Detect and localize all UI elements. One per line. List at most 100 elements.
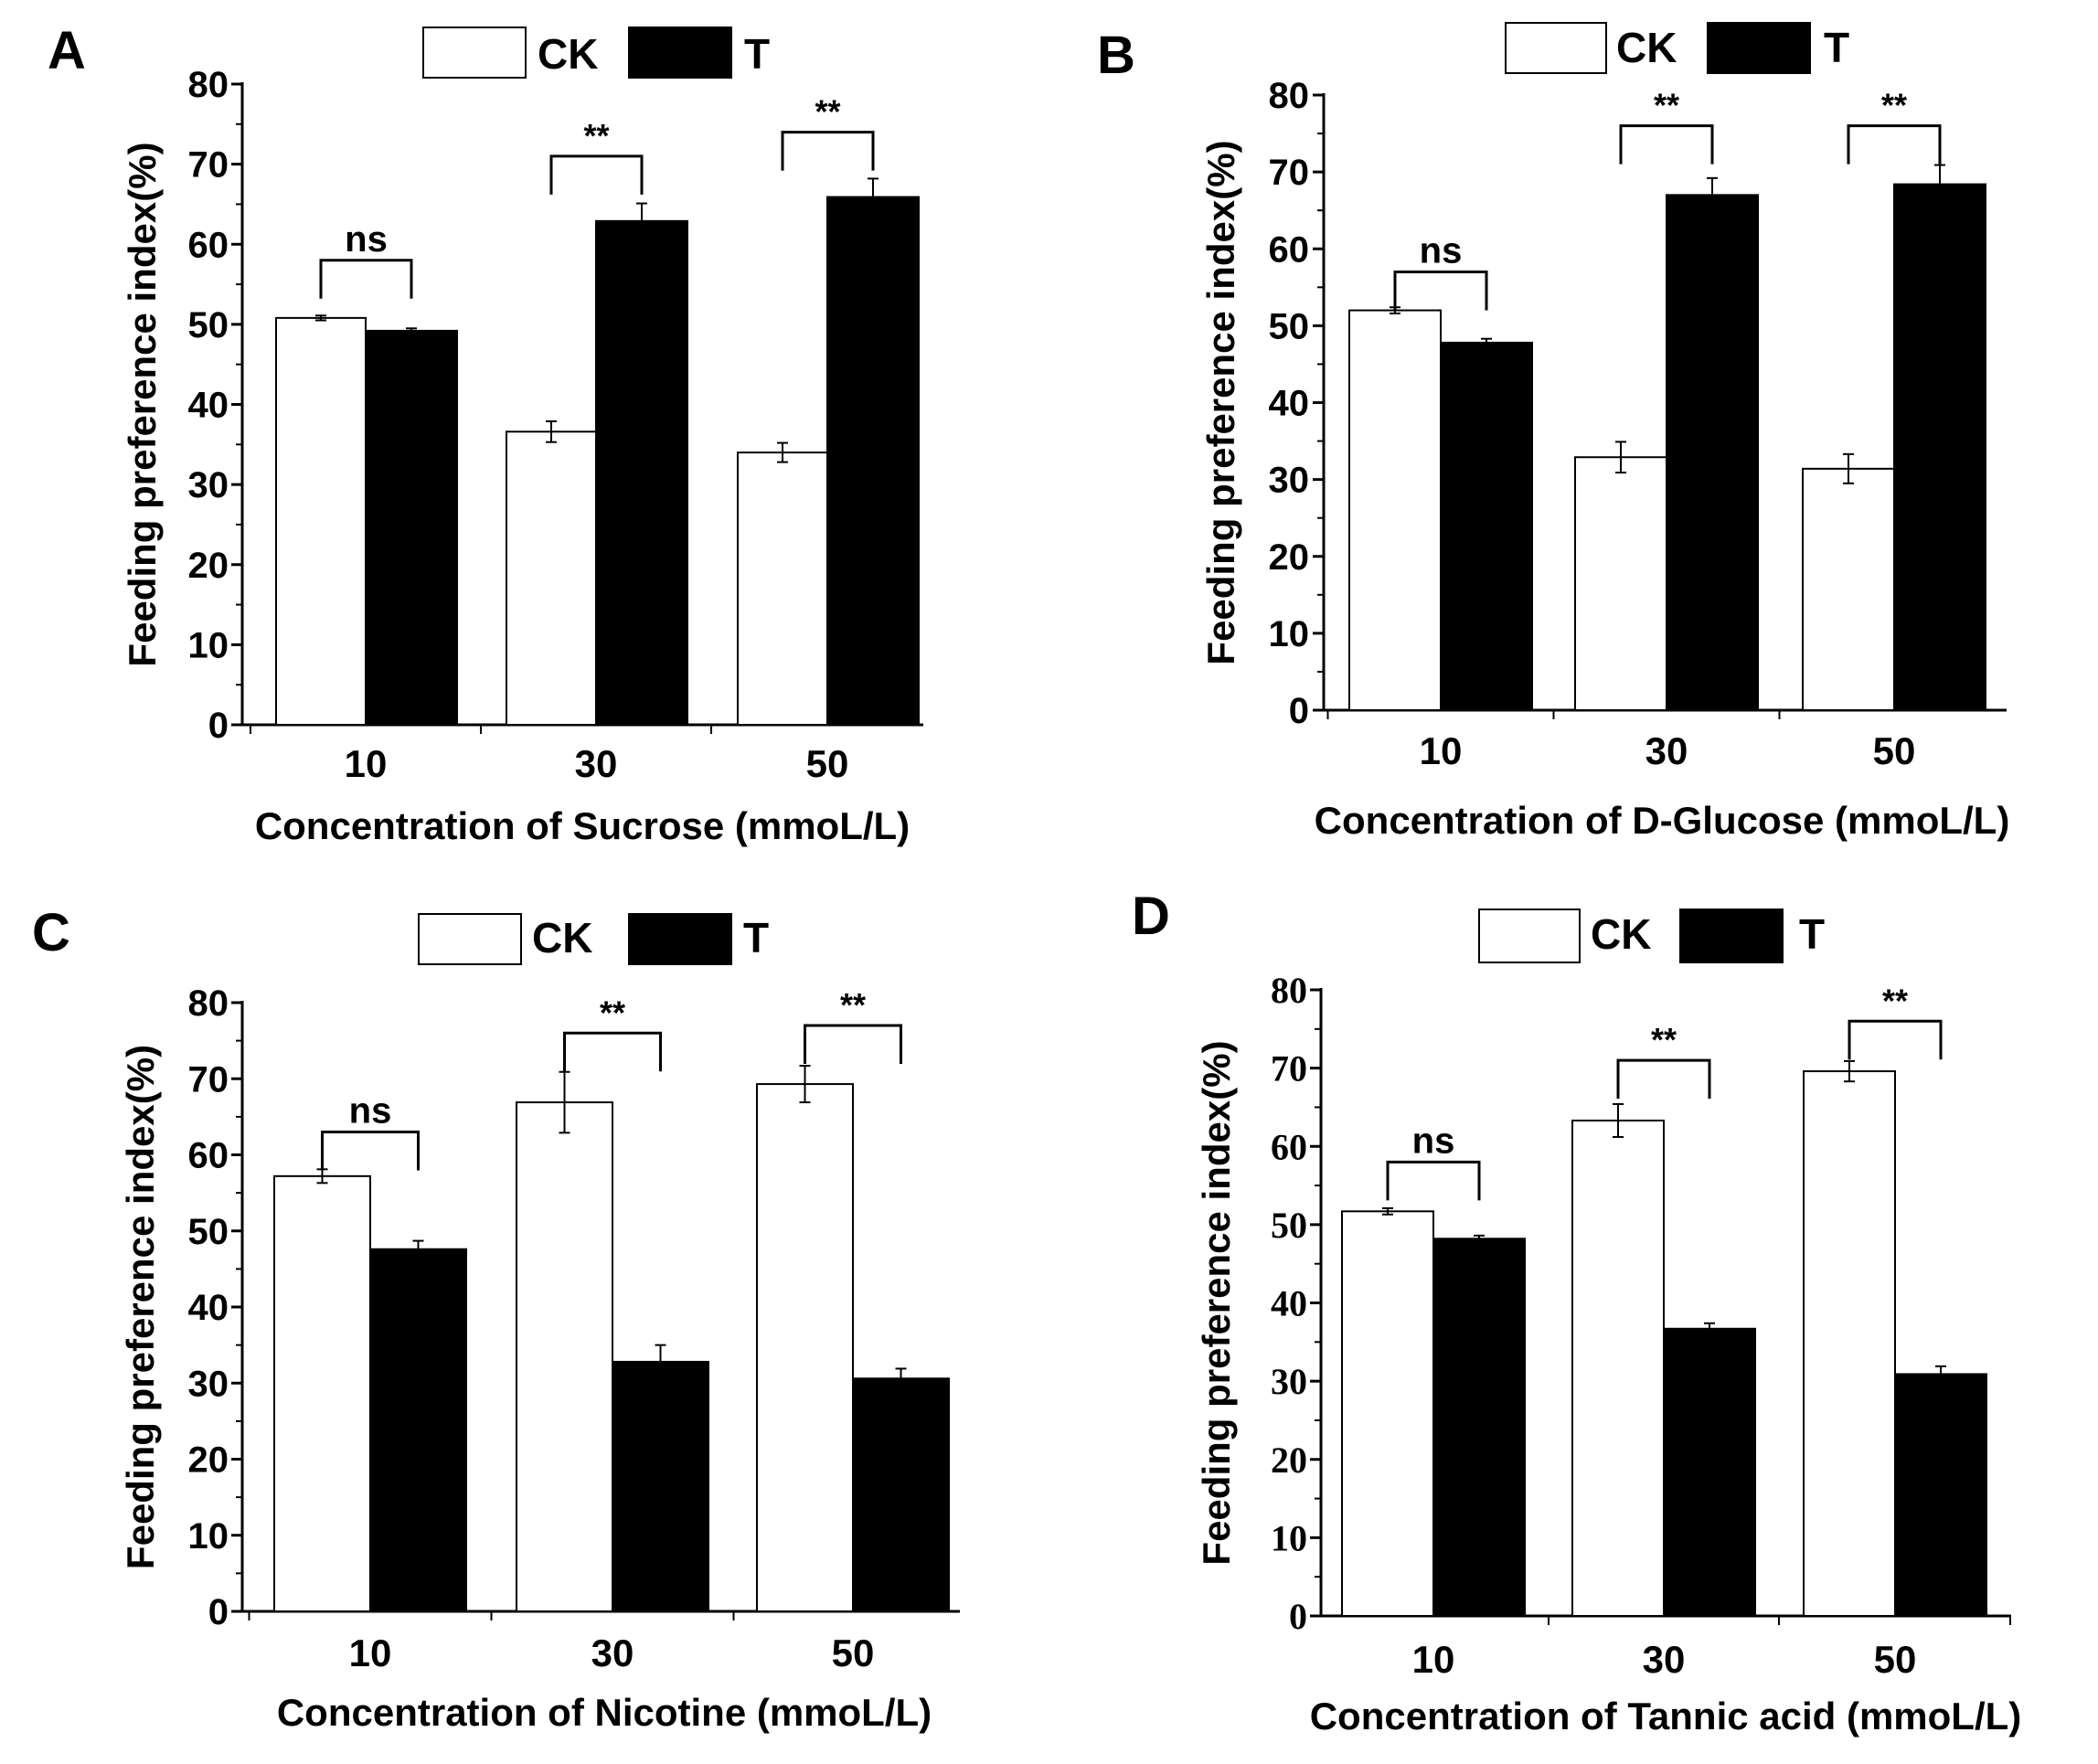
y-tick-label: 80 [188,983,229,1024]
legend-label-ck: CK [1591,910,1651,958]
y-tick-label: 20 [188,1440,229,1481]
x-tick-label: 10 [345,742,388,785]
y-tick-label: 60 [1269,229,1310,270]
significance-label: ** [1651,1021,1677,1058]
bar-ck [1802,467,1895,711]
significance-label: ** [815,93,840,131]
y-tick-label: 80 [188,65,229,105]
y-tick-label: 10 [188,1516,229,1557]
significance-label: ** [600,994,625,1031]
x-tick-label: 10 [1412,1638,1455,1681]
x-tick-label: 50 [1873,729,1916,772]
y-tick-label: 10 [1269,614,1310,654]
y-tick-label: 70 [1271,1048,1307,1089]
x-tick-label: 30 [1645,729,1688,772]
x-tick-label: 30 [591,1631,634,1674]
legend-label-t: T [1824,24,1849,71]
bar-t [612,1360,709,1612]
y-tick-label: 0 [1289,1596,1307,1637]
panel-d: D 0 10 20 30 40 50 60 70 80 ns 10 ** 30 ** 50 Concentrat… [1132,887,2021,1737]
y-tick-label: 60 [1271,1126,1307,1167]
bar-ck [756,1083,854,1612]
x-tick-label: 50 [832,1631,875,1674]
x-tick-label: 10 [1420,729,1463,772]
panel-a: A 0 10 20 30 40 50 60 70 80 ns 10 ** 30 ** 50 Concentrat… [48,21,923,847]
panel-label: C [32,903,70,962]
bar-ck [1571,1119,1665,1617]
y-axis-label: Feeding preference index(%) [1199,140,1242,664]
bar-t [1440,341,1533,711]
significance-label: ns [349,1091,392,1132]
bar-t [365,329,458,726]
y-tick-label: 50 [188,305,229,345]
legend-label-t: T [743,914,769,962]
bar-t [595,219,688,726]
y-tick-label: 30 [1271,1361,1307,1402]
y-tick-label: 20 [188,546,229,586]
x-tick-label: 10 [349,1631,392,1674]
y-axis-label: Feeding preference index(%) [1195,1040,1238,1565]
significance-label: ns [345,219,388,260]
panel-c: C 0 10 20 30 40 50 60 70 80 ns 10 ** 30 ** 50 Concentrat… [32,903,960,1734]
legend-label-ck: CK [538,30,598,78]
significance-bracket [549,154,644,195]
y-tick-label: 50 [188,1212,229,1252]
panel-b: B 0 10 20 30 40 50 60 70 80 ns 10 ** 30 ** 50 Concentrat… [1097,22,2009,842]
significance-bracket [1619,124,1714,165]
y-tick-label: 40 [188,1288,229,1328]
significance-bracket [804,1024,902,1064]
bar-t [1663,1327,1756,1617]
bar-ck [275,316,367,726]
significance-bracket [1393,270,1488,311]
y-tick-label: 70 [188,145,229,186]
bar-ck [1574,456,1667,711]
legend-swatch-ck [418,913,522,965]
bar-ck [506,430,597,726]
significance-bracket [1616,1058,1711,1100]
y-tick-label: 40 [188,386,229,426]
legend-label-ck: CK [1616,24,1677,71]
panel-label: A [48,21,86,80]
significance-bracket [319,259,413,299]
y-tick-label: 80 [1271,970,1307,1011]
bar-t [1432,1238,1526,1617]
y-tick-label: 30 [188,465,229,505]
y-tick-label: 10 [188,625,229,665]
significance-label: ns [1420,230,1463,271]
y-axis-label: Feeding preference index(%) [121,142,164,666]
y-tick-label: 40 [1271,1283,1307,1324]
x-tick-label: 50 [1874,1638,1917,1681]
bar-t [1893,183,1986,711]
y-tick-label: 70 [188,1059,229,1100]
y-tick-label: 20 [1271,1440,1307,1481]
panel-label: D [1132,887,1170,946]
legend-label-t: T [1799,910,1825,958]
bar-ck [1348,309,1442,711]
significance-label: ** [840,986,866,1024]
bar-t [826,196,920,726]
legend-swatch-ck [1478,909,1581,963]
bar-t [1666,194,1759,712]
legend-label-t: T [744,30,770,78]
y-tick-label: 0 [208,1592,229,1632]
significance-bracket [781,131,875,171]
bar-ck [737,452,828,726]
x-axis-label: Concentration of Sucrose (mmoL/L) [255,804,910,847]
y-tick-label: 50 [1269,306,1310,346]
y-tick-label: 50 [1271,1205,1307,1246]
x-axis-label: Concentration of Tannic acid (mmoL/L) [1310,1695,2022,1737]
legend-swatch-t [1707,22,1811,74]
panel-label: B [1097,26,1135,85]
bar-t [369,1248,467,1612]
y-tick-label: 30 [188,1364,229,1404]
significance-label: ns [1412,1121,1455,1161]
x-tick-label: 30 [575,742,618,785]
y-tick-label: 40 [1269,384,1310,424]
significance-bracket [321,1131,420,1171]
x-tick-label: 30 [1643,1638,1686,1681]
x-axis-label: Concentration of Nicotine (mmoL/L) [277,1691,932,1734]
y-tick-label: 0 [208,706,229,746]
significance-bracket [1848,1019,1943,1060]
y-tick-label: 60 [188,1136,229,1176]
